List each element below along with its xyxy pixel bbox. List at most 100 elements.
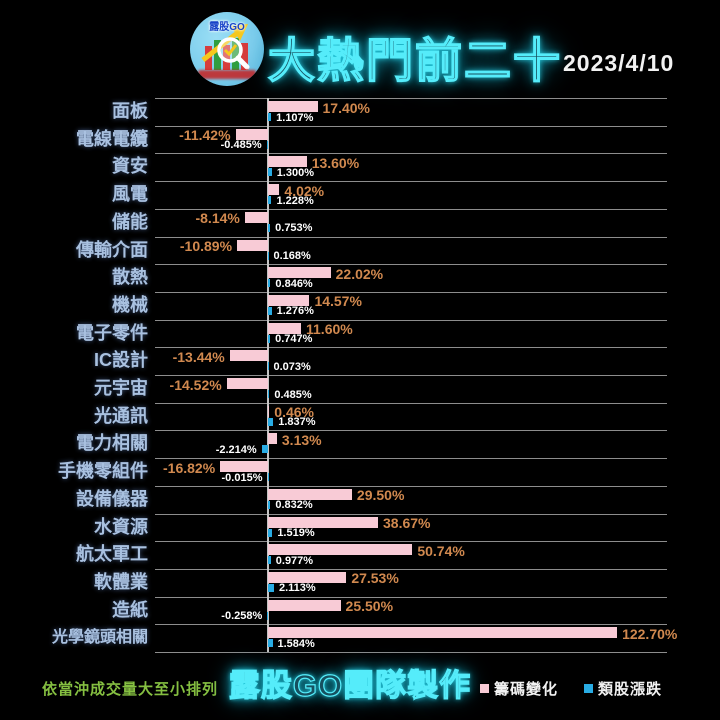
sector-move-bar [267,611,268,620]
sector-move-bar [261,445,268,454]
sector-move-value: 0.753% [275,222,313,235]
sector-move-value: 0.832% [275,499,313,512]
chip-change-value: 11.60% [306,321,353,338]
chip-change-bar [235,128,268,140]
chip-change-bar [244,211,268,223]
row-separator-line [155,181,667,183]
chip-change-bar [268,156,307,168]
category-label: 面板 [112,101,148,121]
chip-change-bar [268,544,413,556]
chip-change-value: 50.74% [417,542,465,559]
row-separator-line [155,513,667,515]
sector-move-value: 1.276% [276,305,314,318]
sector-move-value: 1.300% [276,166,314,179]
sector-move-bar [267,473,268,482]
category-label: 儲能 [112,211,148,232]
row-separator-line [155,430,667,432]
chip-change-value: 29.50% [356,487,405,504]
category-label: 設備儀器 [76,488,148,509]
chip-change-value: -13.44% [172,348,225,365]
legend-item-chip-change: 籌碼變化 [480,678,558,699]
sector-move-value: 0.977% [275,554,314,567]
legend-item-sector-move: 類股漲跌 [584,678,662,699]
row-separator-line [155,347,667,349]
sector-move-bar [268,583,274,592]
chip-change-bar [268,516,379,528]
category-label: 光學鏡頭相關 [51,629,148,647]
chip-change-bar [268,405,270,417]
sector-move-value: -0.258% [221,610,263,623]
sector-move-bar [268,279,271,288]
chart-legend: 籌碼變化 類股漲跌 [480,678,662,699]
app-logo: 露股GO [190,12,264,86]
sector-move-value: -0.485% [220,139,262,152]
sector-move-bar [268,417,274,426]
blue-series-swatch-icon [584,684,594,693]
chip-change-value: -8.14% [195,210,240,227]
sector-move-value: 0.846% [275,277,313,290]
chip-change-bar [229,350,268,362]
sector-move-bar [268,639,273,648]
chip-change-bar [237,239,268,251]
chip-change-value: 38.67% [383,515,431,531]
sector-move-value: 1.228% [276,194,314,207]
chip-change-value: -10.89% [179,238,233,254]
chip-change-bar [268,433,277,445]
credit-text: 露股GO團隊製作 [228,667,472,703]
chip-change-value: 14.57% [314,293,362,310]
legend-label: 籌碼變化 [494,681,559,698]
chip-change-value: 122.70% [622,625,678,642]
row-separator-line [155,153,667,155]
row-separator-line [155,458,667,460]
row-separator-line [155,596,667,598]
chip-change-value: 0.46% [274,404,314,421]
category-label: 電子零件 [76,322,148,343]
chip-change-value: 25.50% [345,598,394,615]
sector-move-value: 0.747% [275,333,313,346]
chip-change-bar [226,378,268,389]
sector-move-bar [268,556,271,565]
row-separator-line [155,98,667,99]
chip-change-value: 17.40% [322,99,370,116]
category-label: 手機零組件 [58,461,148,482]
row-separator-line [155,319,667,321]
sort-note: 依當沖成交量大至小排列 [42,681,219,698]
row-separator-line [155,264,667,266]
row-separator-line [155,485,667,487]
row-separator-line [155,125,667,127]
chip-change-bar [220,461,268,473]
sector-move-bar [268,113,272,121]
sector-move-value: 1.837% [278,416,316,429]
row-separator-line [155,236,667,238]
category-label: 航太軍工 [76,544,148,565]
category-label: 散熱 [112,267,148,288]
category-label: 造紙 [112,599,148,620]
sector-move-value: 1.584% [277,637,315,650]
zero-axis-line [267,98,269,652]
sector-move-bar [268,528,273,537]
row-separator-line [155,541,667,543]
chip-change-value: 27.53% [351,570,399,587]
logo-brand-text: 露股GO [209,22,245,33]
pink-series-swatch-icon [480,684,489,693]
category-label: 水資源 [94,516,148,537]
sector-move-value: 1.519% [277,527,315,539]
sector-move-bar [268,500,271,509]
sector-move-bar [268,196,272,205]
sector-move-value: -2.214% [215,443,257,456]
chip-change-value: -14.52% [169,376,222,393]
sector-move-bar [268,362,269,371]
sector-move-bar [268,168,272,177]
sector-move-bar [268,390,270,398]
sector-move-bar [268,223,271,232]
page-title: 大熱門前二十 [267,33,562,88]
row-separator-line [155,652,667,653]
chip-change-bar [268,184,280,196]
chip-change-bar [268,294,310,306]
legend-label: 類股漲跌 [598,681,663,698]
category-label: 資安 [112,156,148,177]
logo-slogan-decoration [198,70,256,79]
row-separator-line [155,568,667,570]
chip-change-bar [268,571,347,583]
